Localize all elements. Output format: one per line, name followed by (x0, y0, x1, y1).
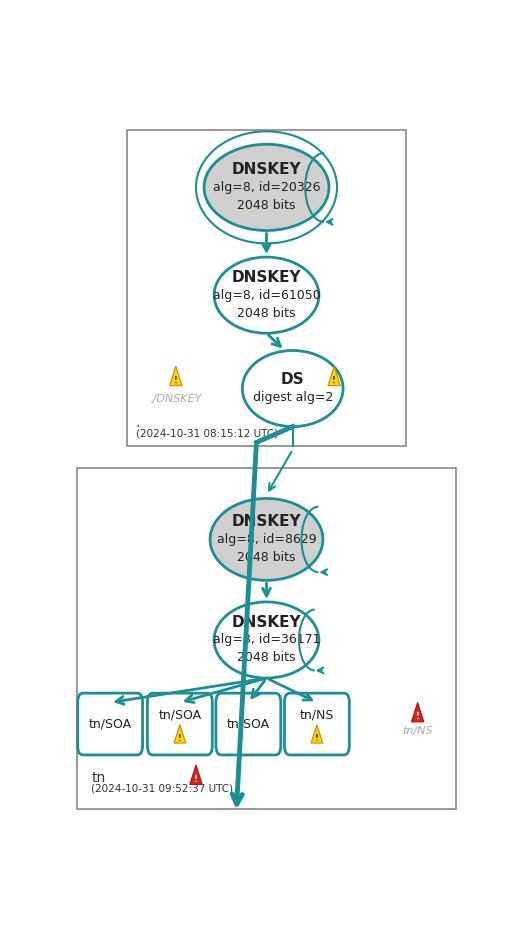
Text: !: ! (315, 733, 319, 743)
Text: digest alg=2: digest alg=2 (253, 391, 333, 404)
Polygon shape (411, 703, 424, 722)
Text: tn: tn (91, 771, 106, 785)
Text: !: ! (178, 733, 182, 743)
Text: alg=8, id=20326: alg=8, id=20326 (213, 181, 320, 194)
FancyBboxPatch shape (77, 467, 456, 809)
Text: tn/NS: tn/NS (300, 708, 334, 721)
Text: (2024-10-31 09:52:37 UTC): (2024-10-31 09:52:37 UTC) (91, 784, 233, 794)
Text: ./DNSKEY: ./DNSKEY (150, 395, 202, 404)
FancyBboxPatch shape (147, 693, 212, 755)
FancyBboxPatch shape (127, 130, 406, 446)
Text: !: ! (332, 376, 336, 385)
Text: 2048 bits: 2048 bits (237, 651, 296, 664)
Text: DNSKEY: DNSKEY (232, 162, 301, 177)
Text: tn/SOA: tn/SOA (227, 717, 270, 731)
Text: .: . (136, 416, 140, 430)
Text: DNSKEY: DNSKEY (232, 514, 301, 529)
Text: !: ! (415, 712, 420, 721)
Polygon shape (328, 367, 341, 385)
Text: alg=8, id=36171: alg=8, id=36171 (213, 634, 320, 647)
Polygon shape (190, 765, 202, 785)
Text: DNSKEY: DNSKEY (232, 270, 301, 285)
Text: !: ! (194, 774, 198, 784)
FancyBboxPatch shape (216, 693, 281, 755)
Polygon shape (170, 367, 182, 385)
Text: tn/SOA: tn/SOA (158, 708, 201, 721)
Text: 2048 bits: 2048 bits (237, 199, 296, 212)
FancyBboxPatch shape (284, 693, 349, 755)
Text: !: ! (174, 376, 178, 385)
Text: DNSKEY: DNSKEY (232, 615, 301, 630)
Text: DS: DS (281, 372, 305, 387)
Ellipse shape (214, 258, 319, 333)
Text: 2048 bits: 2048 bits (237, 550, 296, 564)
Ellipse shape (210, 498, 323, 580)
Polygon shape (174, 725, 186, 743)
Text: alg=8, id=8629: alg=8, id=8629 (217, 533, 316, 546)
Polygon shape (311, 725, 323, 743)
Ellipse shape (214, 602, 319, 678)
Ellipse shape (204, 145, 329, 230)
Text: (2024-10-31 08:15:12 UTC): (2024-10-31 08:15:12 UTC) (136, 428, 278, 439)
Ellipse shape (242, 351, 343, 426)
Text: tn/SOA: tn/SOA (88, 717, 132, 731)
Text: alg=8, id=61050: alg=8, id=61050 (213, 288, 320, 301)
Text: 2048 bits: 2048 bits (237, 307, 296, 320)
Text: tn/NS: tn/NS (402, 726, 433, 736)
FancyBboxPatch shape (77, 693, 142, 755)
